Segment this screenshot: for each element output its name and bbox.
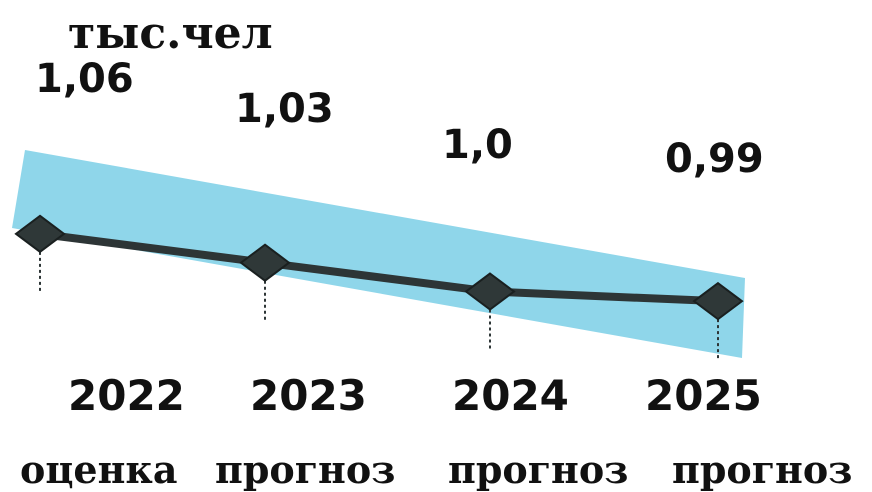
unit-label: тыс.чел [68, 8, 273, 59]
note-label-2025: прогноз [672, 447, 852, 492]
year-label-2023: 2023 [250, 371, 367, 420]
series-line [39, 229, 719, 306]
category-note-labels: оценка прогноз прогноз прогноз [20, 447, 852, 492]
marker-2023 [239, 243, 291, 282]
year-label-2022: 2022 [68, 371, 185, 420]
value-label-2023: 1,03 [235, 86, 334, 132]
note-label-2023: прогноз [215, 447, 395, 492]
year-label-2024: 2024 [452, 371, 569, 420]
year-label-2025: 2025 [645, 371, 762, 420]
value-label-2024: 1,0 [442, 122, 513, 168]
ribbon-band [12, 150, 745, 358]
marker-2024 [464, 272, 516, 311]
drop-lines [39, 233, 719, 362]
value-labels: 1,06 1,03 1,0 0,99 [35, 56, 764, 182]
value-label-2025: 0,99 [665, 136, 764, 182]
data-markers [14, 214, 744, 321]
note-label-2022: оценка [20, 447, 177, 492]
year-labels: 2022 2023 2024 2025 [68, 371, 762, 420]
note-label-2024: прогноз [448, 447, 628, 492]
marker-2022 [14, 214, 66, 254]
value-label-2022: 1,06 [35, 56, 134, 102]
marker-2025 [692, 281, 744, 321]
